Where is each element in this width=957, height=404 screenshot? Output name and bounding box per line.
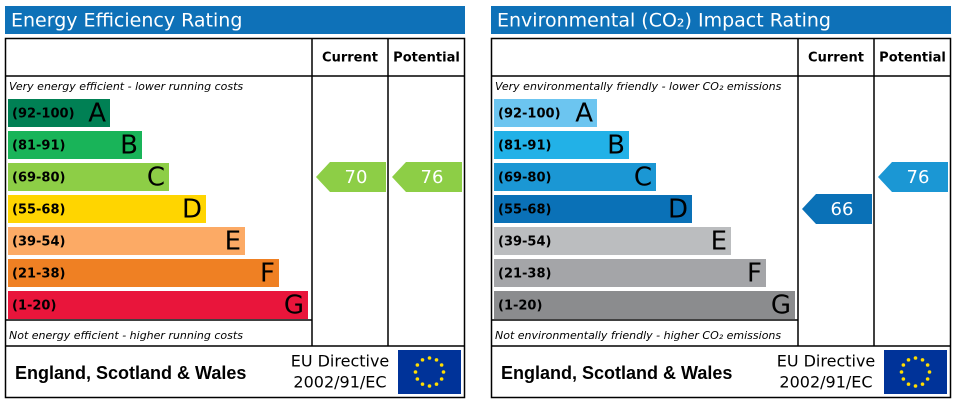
band-range: (69-80) <box>12 171 65 186</box>
column-header: Potential <box>879 51 946 66</box>
band-range: (21-38) <box>498 267 551 282</box>
band-bar <box>8 259 279 287</box>
frame <box>490 37 952 399</box>
top-note: Very environmentally friendly - lower CO… <box>495 80 782 93</box>
band-range: (39-54) <box>498 235 551 250</box>
band-letter: E <box>711 227 727 257</box>
eu-star <box>927 370 932 374</box>
band-range: (92-100) <box>12 107 75 122</box>
rating-value: 76 <box>421 167 444 188</box>
band-letter: B <box>120 131 138 161</box>
title-bar <box>5 6 465 34</box>
band-range: (21-38) <box>12 267 65 282</box>
column-header: Potential <box>393 51 460 66</box>
band-bar <box>494 99 597 127</box>
band-range: (39-54) <box>12 235 65 250</box>
eu-star <box>920 382 925 386</box>
band-letter: F <box>747 259 762 289</box>
eu-star <box>427 356 432 360</box>
band-bar <box>494 131 629 159</box>
rating-value: 66 <box>831 199 854 220</box>
band-bar <box>494 259 766 287</box>
title-bar <box>491 6 951 34</box>
rating-arrow <box>316 162 386 192</box>
band-letter: D <box>182 195 202 225</box>
eu-star <box>441 370 446 374</box>
eu-star <box>906 382 911 386</box>
eu-star <box>415 377 420 381</box>
eu-star <box>434 382 439 386</box>
eu-star <box>901 377 906 381</box>
band-letter: D <box>668 195 688 225</box>
rating-panel: Environmental (CO₂) Impact Rating Current… <box>490 6 952 399</box>
band-range: (55-68) <box>498 203 551 218</box>
band-bar <box>8 291 308 319</box>
band-range: (81-91) <box>12 139 65 154</box>
band-bar <box>8 131 142 159</box>
band-bar <box>8 163 169 191</box>
eu-star <box>420 382 425 386</box>
eu-star <box>906 358 911 362</box>
eu-star <box>901 363 906 367</box>
band-letter: C <box>634 163 652 193</box>
eu-star <box>413 370 418 374</box>
band-letter: E <box>225 227 241 257</box>
eu-star <box>427 384 432 388</box>
band-bar <box>494 163 656 191</box>
rating-panel: Energy Efficiency Rating Current Potential… <box>4 6 466 399</box>
region: England, Scotland & Wales <box>501 363 732 383</box>
frame <box>4 37 466 399</box>
band-letter: F <box>260 259 275 289</box>
rating-value: 76 <box>907 167 930 188</box>
band-bar <box>494 291 795 319</box>
eu-star <box>899 370 904 374</box>
panel-title: Energy Efficiency Rating <box>11 10 242 32</box>
rating-arrow <box>802 194 872 224</box>
band-range: (92-100) <box>498 107 561 122</box>
column-header: Current <box>322 51 378 66</box>
directive: EU Directive <box>777 352 876 371</box>
band-range: (81-91) <box>498 139 551 154</box>
eu-star <box>925 377 930 381</box>
bottom-note: Not environmentally friendly - higher CO… <box>495 329 781 342</box>
panel-title: Environmental (CO₂) Impact Rating <box>497 10 831 32</box>
band-bar <box>8 99 110 127</box>
rating-arrow <box>878 162 948 192</box>
eu-star <box>920 358 925 362</box>
rating-arrow <box>392 162 462 192</box>
band-range: (69-80) <box>498 171 551 186</box>
eu-star <box>925 363 930 367</box>
rating-value: 70 <box>345 167 368 188</box>
eu-star <box>434 358 439 362</box>
eu-star <box>415 363 420 367</box>
bottom-note: Not energy efficient - higher running co… <box>9 329 243 342</box>
band-letter: G <box>284 291 304 321</box>
eu-star <box>913 384 918 388</box>
band-bar <box>494 195 692 223</box>
band-bar <box>8 195 206 223</box>
region: England, Scotland & Wales <box>15 363 246 383</box>
eu-star <box>420 358 425 362</box>
directive: EU Directive <box>291 352 390 371</box>
band-letter: G <box>771 291 791 321</box>
band-range: (1-20) <box>12 299 56 314</box>
band-letter: A <box>88 99 106 129</box>
band-range: (1-20) <box>498 299 542 314</box>
directive: 2002/91/EC <box>779 373 872 392</box>
eu-star <box>439 363 444 367</box>
band-letter: A <box>575 99 593 129</box>
eu-star <box>439 377 444 381</box>
eu-star <box>913 356 918 360</box>
directive: 2002/91/EC <box>293 373 386 392</box>
column-header: Current <box>808 51 864 66</box>
band-letter: C <box>147 163 165 193</box>
band-bar <box>8 227 245 255</box>
band-range: (55-68) <box>12 203 65 218</box>
top-note: Very energy efficient - lower running co… <box>9 80 243 93</box>
band-letter: B <box>607 131 625 161</box>
band-bar <box>494 227 731 255</box>
